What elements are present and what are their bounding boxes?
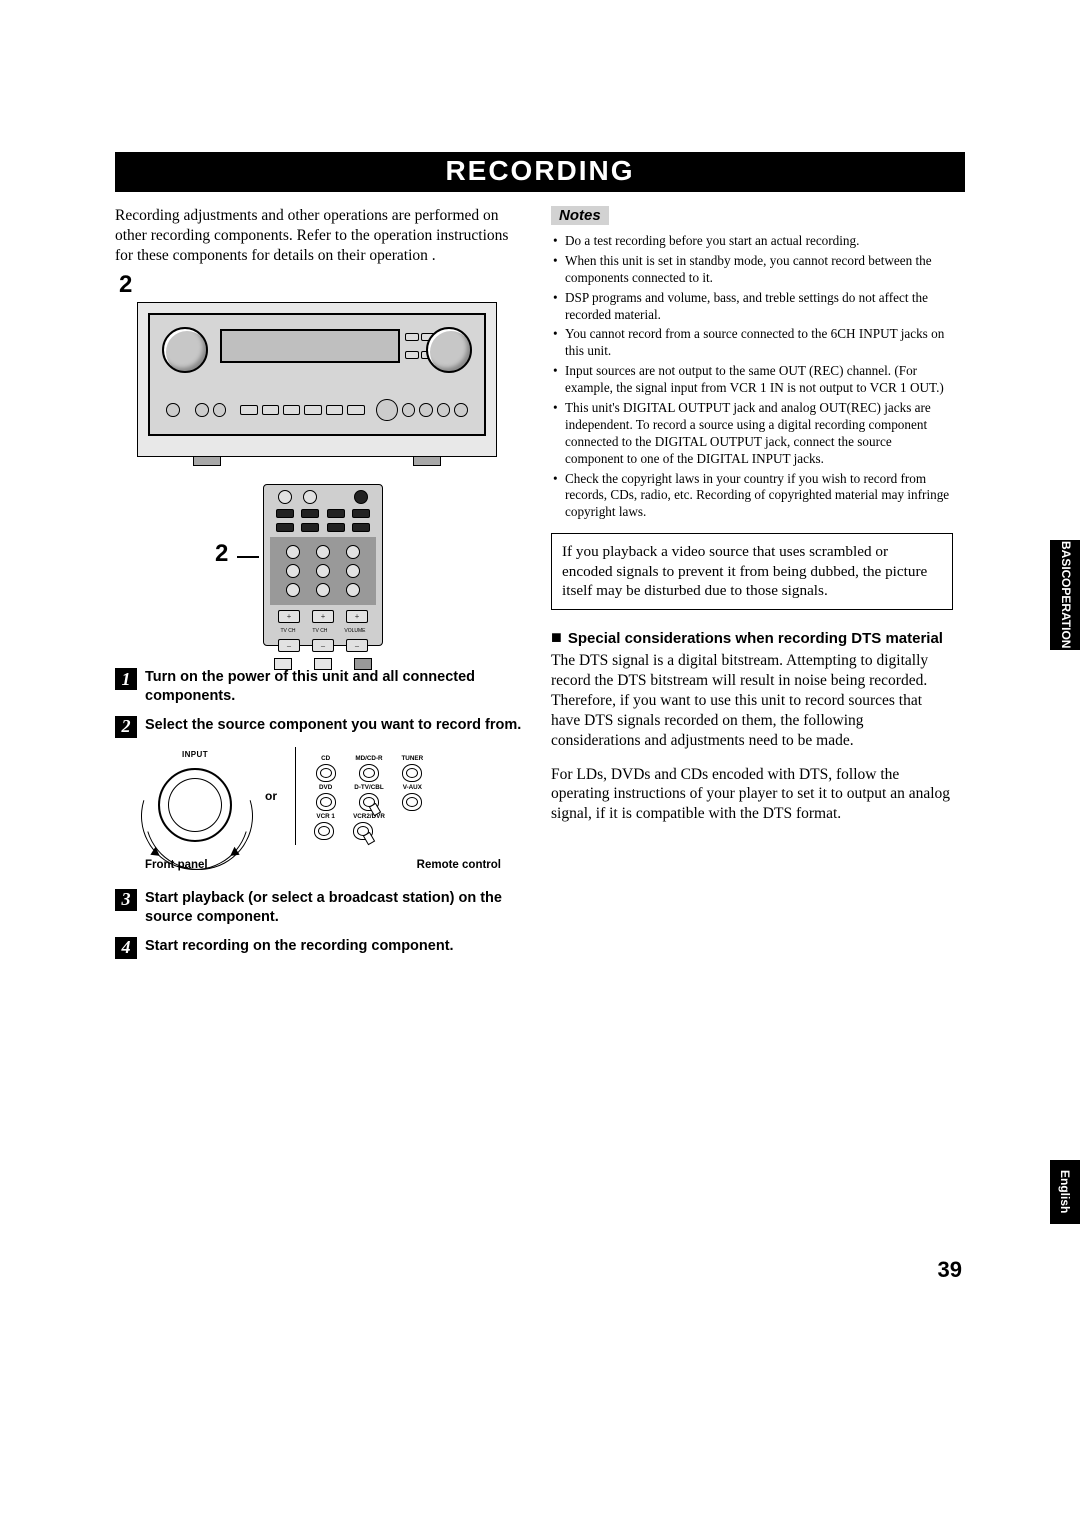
page-number: 39 <box>938 1257 962 1283</box>
receiver-left-knob <box>162 327 208 373</box>
dts-heading-text: Special considerations when recording DT… <box>568 630 943 647</box>
notes-list: Do a test recording before you start an … <box>551 233 953 521</box>
callout-2-remote: 2 <box>215 540 228 568</box>
note-item: When this unit is set in standby mode, y… <box>565 253 953 287</box>
receiver-body <box>137 302 497 457</box>
receiver-right-knob <box>426 327 472 373</box>
note-item: Check the copyright laws in your country… <box>565 471 953 522</box>
note-item: You cannot record from a source connecte… <box>565 326 953 360</box>
notes-heading: Notes <box>551 206 609 225</box>
page-content: RECORDING Recording adjustments and othe… <box>115 152 965 964</box>
section-tab: BASIC OPERATION <box>1050 540 1080 650</box>
left-column: Recording adjustments and other operatio… <box>115 206 523 964</box>
scramble-warning-box: If you playback a video source that uses… <box>551 533 953 609</box>
remote-diagram: 2 +++ TV CHTV CHVOLUME ––– <box>115 484 523 654</box>
input-selector-row: INPUT or CDMD/CD-RTUNER DVDD-TV/CBLV-AUX… <box>135 747 523 845</box>
step-1: 1 Turn on the power of this unit and all… <box>115 668 523 706</box>
callout-2-receiver: 2 <box>119 271 132 299</box>
step-2: 2 Select the source component you want t… <box>115 716 523 735</box>
remote-input-buttons: CDMD/CD-RTUNER DVDD-TV/CBLV-AUX VCR 1VCR… <box>304 751 434 842</box>
note-item: Do a test recording before you start an … <box>565 233 953 250</box>
section-tab-line2: OPERATION <box>1058 578 1072 648</box>
step-4-text: Start recording on the recording compone… <box>145 938 454 954</box>
step-num-4: 4 <box>115 937 137 959</box>
square-bullet-icon: ■ <box>551 627 562 647</box>
note-item: DSP programs and volume, bass, and trebl… <box>565 290 953 324</box>
step-num-1: 1 <box>115 668 137 690</box>
step-num-2: 2 <box>115 716 137 738</box>
step-3-text: Start playback (or select a broadcast st… <box>145 890 502 925</box>
step-3: 3 Start playback (or select a broadcast … <box>115 889 523 927</box>
remote-body: +++ TV CHTV CHVOLUME ––– <box>263 484 383 646</box>
input-knob-diagram: INPUT <box>135 750 255 842</box>
separator-line <box>295 747 296 845</box>
receiver-bottom-row <box>166 394 468 426</box>
receiver-display <box>220 329 400 363</box>
step-num-3: 3 <box>115 889 137 911</box>
language-tab: English <box>1050 1160 1080 1224</box>
input-knob-label: INPUT <box>135 750 255 759</box>
dts-heading: ■ Special considerations when recording D… <box>551 626 953 649</box>
note-item: This unit's DIGITAL OUTPUT jack and anal… <box>565 400 953 468</box>
or-label: or <box>265 789 277 803</box>
step-4: 4 Start recording on the recording compo… <box>115 937 523 956</box>
page-title: RECORDING <box>115 152 965 192</box>
section-tab-line1: BASIC <box>1058 541 1072 578</box>
step-2-text: Select the source component you want to … <box>145 717 521 733</box>
dts-body-2: For LDs, DVDs and CDs encoded with DTS, … <box>551 765 953 824</box>
intro-text: Recording adjustments and other operatio… <box>115 206 523 265</box>
note-item: Input sources are not output to the same… <box>565 363 953 397</box>
right-column: Notes Do a test recording before you sta… <box>551 206 953 964</box>
step-1-text: Turn on the power of this unit and all c… <box>145 669 475 704</box>
receiver-diagram: 2 <box>115 277 523 472</box>
remote-control-label: Remote control <box>417 859 501 871</box>
dts-body-1: The DTS signal is a digital bitstream. A… <box>551 651 953 750</box>
